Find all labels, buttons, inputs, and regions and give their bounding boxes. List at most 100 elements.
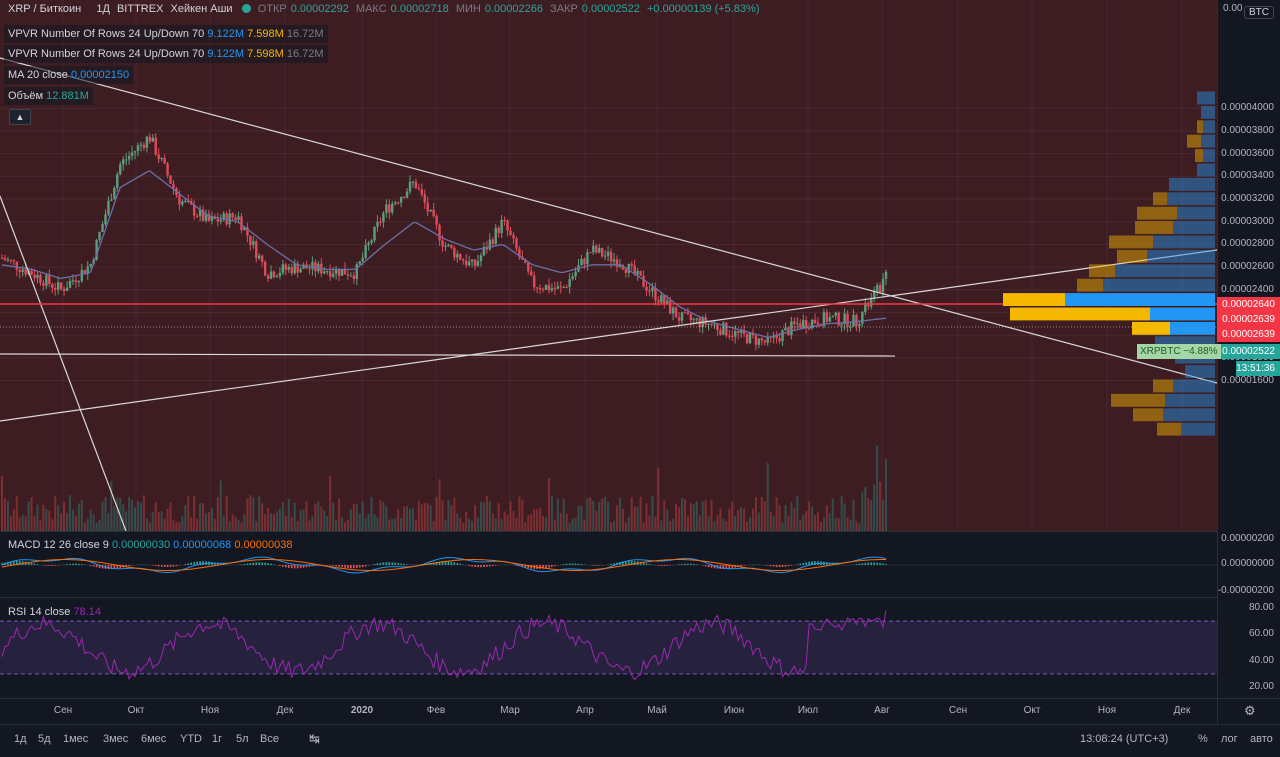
- rsi-line: [1, 610, 887, 681]
- macd-hist-bar: [790, 565, 793, 566]
- timeframe-button[interactable]: Все: [260, 733, 279, 745]
- volume-bar: [237, 520, 240, 531]
- volume-bar: [287, 498, 290, 531]
- candle-body: [494, 227, 497, 244]
- rsi-legend[interactable]: RSI 14 close 78.14: [4, 603, 105, 621]
- volume-bar: [876, 445, 879, 531]
- pane-divider[interactable]: [0, 531, 1280, 532]
- volume-bar: [77, 503, 80, 531]
- volume-bar: [213, 519, 216, 531]
- volume-bar: [808, 501, 811, 531]
- price-chart-svg[interactable]: [0, 0, 1217, 531]
- rsi-pane[interactable]: RSI 14 close 78.14: [0, 598, 1217, 698]
- macd-hist-bar: [154, 565, 157, 566]
- volume-bar: [870, 500, 873, 531]
- macd-legend[interactable]: MACD 12 26 close 9 0.00000030 0.00000068…: [4, 536, 296, 554]
- macd-hist-bar: [456, 562, 459, 565]
- candle-body: [485, 246, 489, 250]
- volume-legend[interactable]: Объём 12.881M: [4, 87, 93, 105]
- macd-hist-bar: [311, 565, 314, 567]
- macd-hist-bar: [246, 563, 249, 565]
- candle-body: [663, 295, 666, 305]
- percent-toggle[interactable]: %: [1198, 733, 1208, 745]
- time-axis[interactable]: Сен Окт Ноя Дек 2020 Фев Мар Апр Май Июн Июл Авг Сен…: [0, 698, 1217, 724]
- macd-hist-bar: [169, 565, 172, 567]
- timeframe-button[interactable]: 5л: [236, 733, 249, 745]
- macd-hist-bar: [645, 563, 648, 565]
- date-range-icon[interactable]: ↹: [309, 731, 320, 746]
- volume-bar: [447, 500, 450, 531]
- volume-bar: [497, 503, 500, 531]
- candle-body: [210, 216, 214, 221]
- candle-body: [574, 271, 577, 277]
- price-axis[interactable]: 0.00 BTC 0.00004000 0.00003800 0.00003600 0…: [1217, 0, 1280, 698]
- gear-icon[interactable]: ⚙: [1244, 703, 1256, 718]
- volume-bar: [329, 476, 332, 531]
- vpvr-label: VPVR Number Of Rows 24 Up/Down 70: [8, 48, 205, 60]
- volume-bar: [63, 502, 66, 531]
- candle-body: [296, 263, 299, 273]
- candle-body: [725, 322, 728, 336]
- macd-hist-bar: [551, 565, 553, 567]
- timeframe-button[interactable]: 5д: [38, 733, 51, 745]
- volume-bar: [370, 497, 373, 531]
- candle-body: [376, 221, 379, 227]
- volume-bar: [849, 519, 852, 531]
- candle-body: [595, 245, 598, 253]
- time-tick: Дек: [1173, 705, 1191, 716]
- candle-body: [83, 269, 86, 275]
- candle-body: [243, 227, 246, 231]
- candle-body: [6, 259, 10, 261]
- macd-hist-bar: [353, 565, 355, 569]
- main-chart-pane[interactable]: XRP / Биткоин 1Д BITTREX Хейкен Аши ОТКР…: [0, 0, 1217, 531]
- candle-body: [33, 274, 36, 279]
- macd-hist-bar: [388, 562, 391, 565]
- candle-body: [598, 247, 601, 253]
- open-label: ОТКР: [257, 3, 287, 15]
- macd-hist-bar: [391, 562, 394, 565]
- candle-body: [311, 261, 314, 270]
- timeframe-button[interactable]: 6мес: [141, 733, 167, 745]
- candle-body: [807, 328, 811, 330]
- timeframe-button[interactable]: 3мес: [103, 733, 129, 745]
- vpvr-legend-2[interactable]: VPVR Number Of Rows 24 Up/Down 70 9.122M…: [4, 45, 328, 63]
- volume-bar: [630, 497, 633, 531]
- macd-hist-bar: [684, 563, 686, 565]
- chevron-up-icon[interactable]: ▲: [9, 109, 31, 125]
- volume-bar: [852, 499, 855, 531]
- macd-hist-bar: [397, 563, 399, 565]
- vpvr-legend-1[interactable]: VPVR Number Of Rows 24 Up/Down 70 9.122M…: [4, 25, 328, 43]
- volume-bar: [332, 502, 335, 531]
- pane-divider[interactable]: [0, 597, 1280, 598]
- candle-body: [500, 219, 503, 234]
- macd-pane[interactable]: MACD 12 26 close 9 0.00000030 0.00000068…: [0, 532, 1217, 597]
- candle-body: [849, 326, 852, 328]
- macd-hist-bar: [252, 562, 255, 565]
- volume-bar: [524, 522, 527, 531]
- symbol-name[interactable]: XRP / Биткоин: [8, 3, 82, 15]
- macd-hist-bar: [163, 565, 166, 567]
- clock-display[interactable]: 13:08:24 (UTC+3): [1080, 733, 1169, 745]
- currency-chip[interactable]: BTC: [1244, 6, 1274, 19]
- candle-body: [110, 199, 113, 201]
- macd-hist-bar: [882, 563, 884, 565]
- timeframe-button[interactable]: 1мес: [63, 733, 89, 745]
- interval-label[interactable]: 1Д: [96, 3, 110, 15]
- candle-body: [834, 312, 837, 316]
- timeframe-button[interactable]: 1г: [212, 733, 223, 745]
- vp-up-bar: [1203, 149, 1215, 162]
- rsi-tick: 80.00: [1248, 602, 1274, 613]
- auto-toggle[interactable]: авто: [1250, 733, 1273, 745]
- volume-bar: [701, 501, 704, 531]
- timeframe-button[interactable]: 1д: [14, 733, 27, 745]
- macd-hist-bar: [30, 562, 33, 565]
- ma-legend[interactable]: MA 20 close 0.00002150: [4, 66, 134, 84]
- time-tick: Июл: [797, 705, 819, 716]
- volume-bar: [95, 522, 98, 531]
- log-toggle[interactable]: лог: [1221, 733, 1238, 745]
- timeframe-button[interactable]: YTD: [180, 733, 202, 745]
- candle-body: [831, 315, 834, 318]
- volume-bar: [553, 519, 556, 531]
- macd-hist-bar: [625, 561, 627, 565]
- candle-body: [314, 261, 317, 272]
